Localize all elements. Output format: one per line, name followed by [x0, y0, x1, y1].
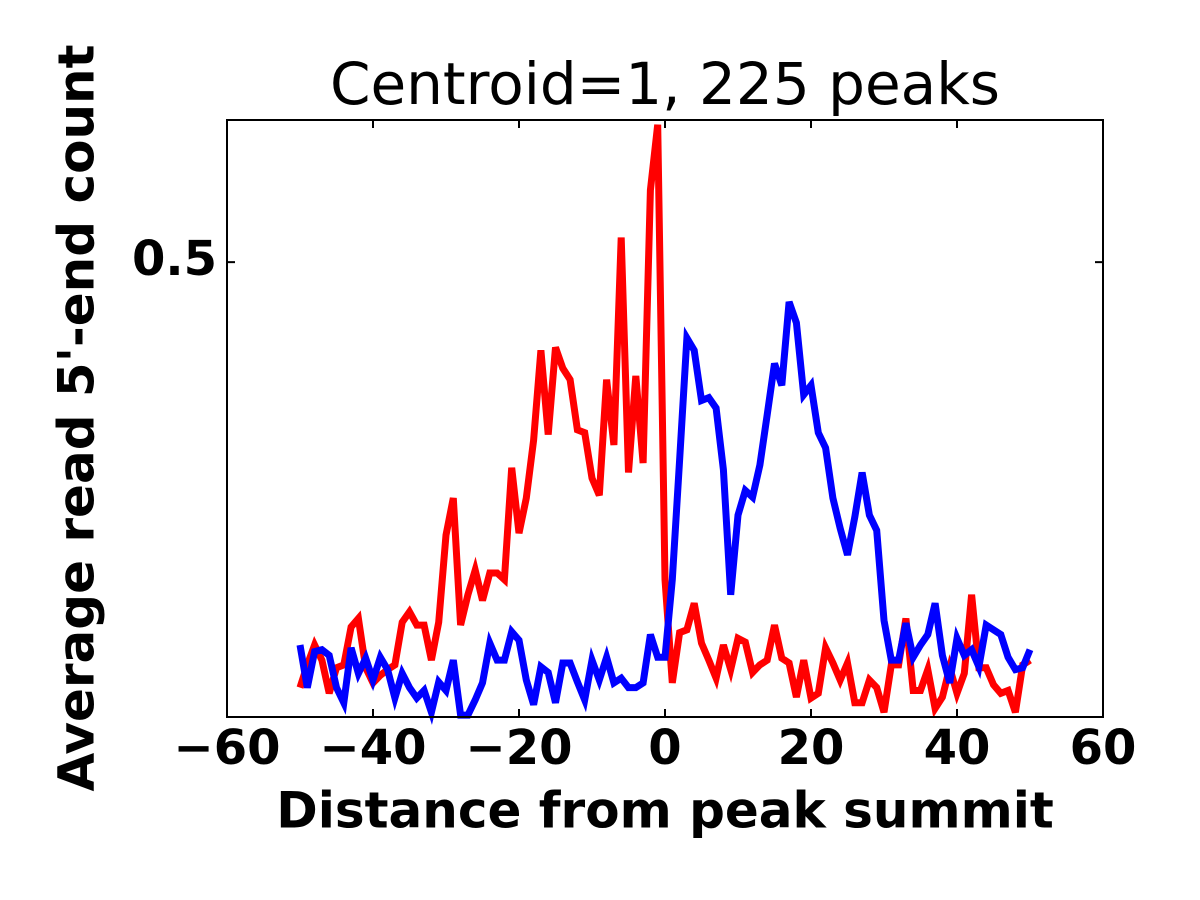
- chart-title: Centroid=1, 225 peaks: [330, 50, 1000, 118]
- x-axis-label: Distance from peak summit: [276, 782, 1054, 840]
- y-tick-label: 0.5: [132, 231, 217, 287]
- y-axis-label: Average read 5'-end count: [48, 44, 106, 791]
- x-tick-label: 40: [924, 720, 991, 776]
- x-tick-label: −60: [173, 720, 280, 776]
- x-tick-label: 20: [778, 720, 845, 776]
- x-tick-label: 60: [1070, 720, 1137, 776]
- x-tick-label: −40: [319, 720, 426, 776]
- data-line: [296, 300, 1034, 725]
- x-tick-label: 0: [648, 720, 681, 776]
- x-tick-label: −20: [465, 720, 572, 776]
